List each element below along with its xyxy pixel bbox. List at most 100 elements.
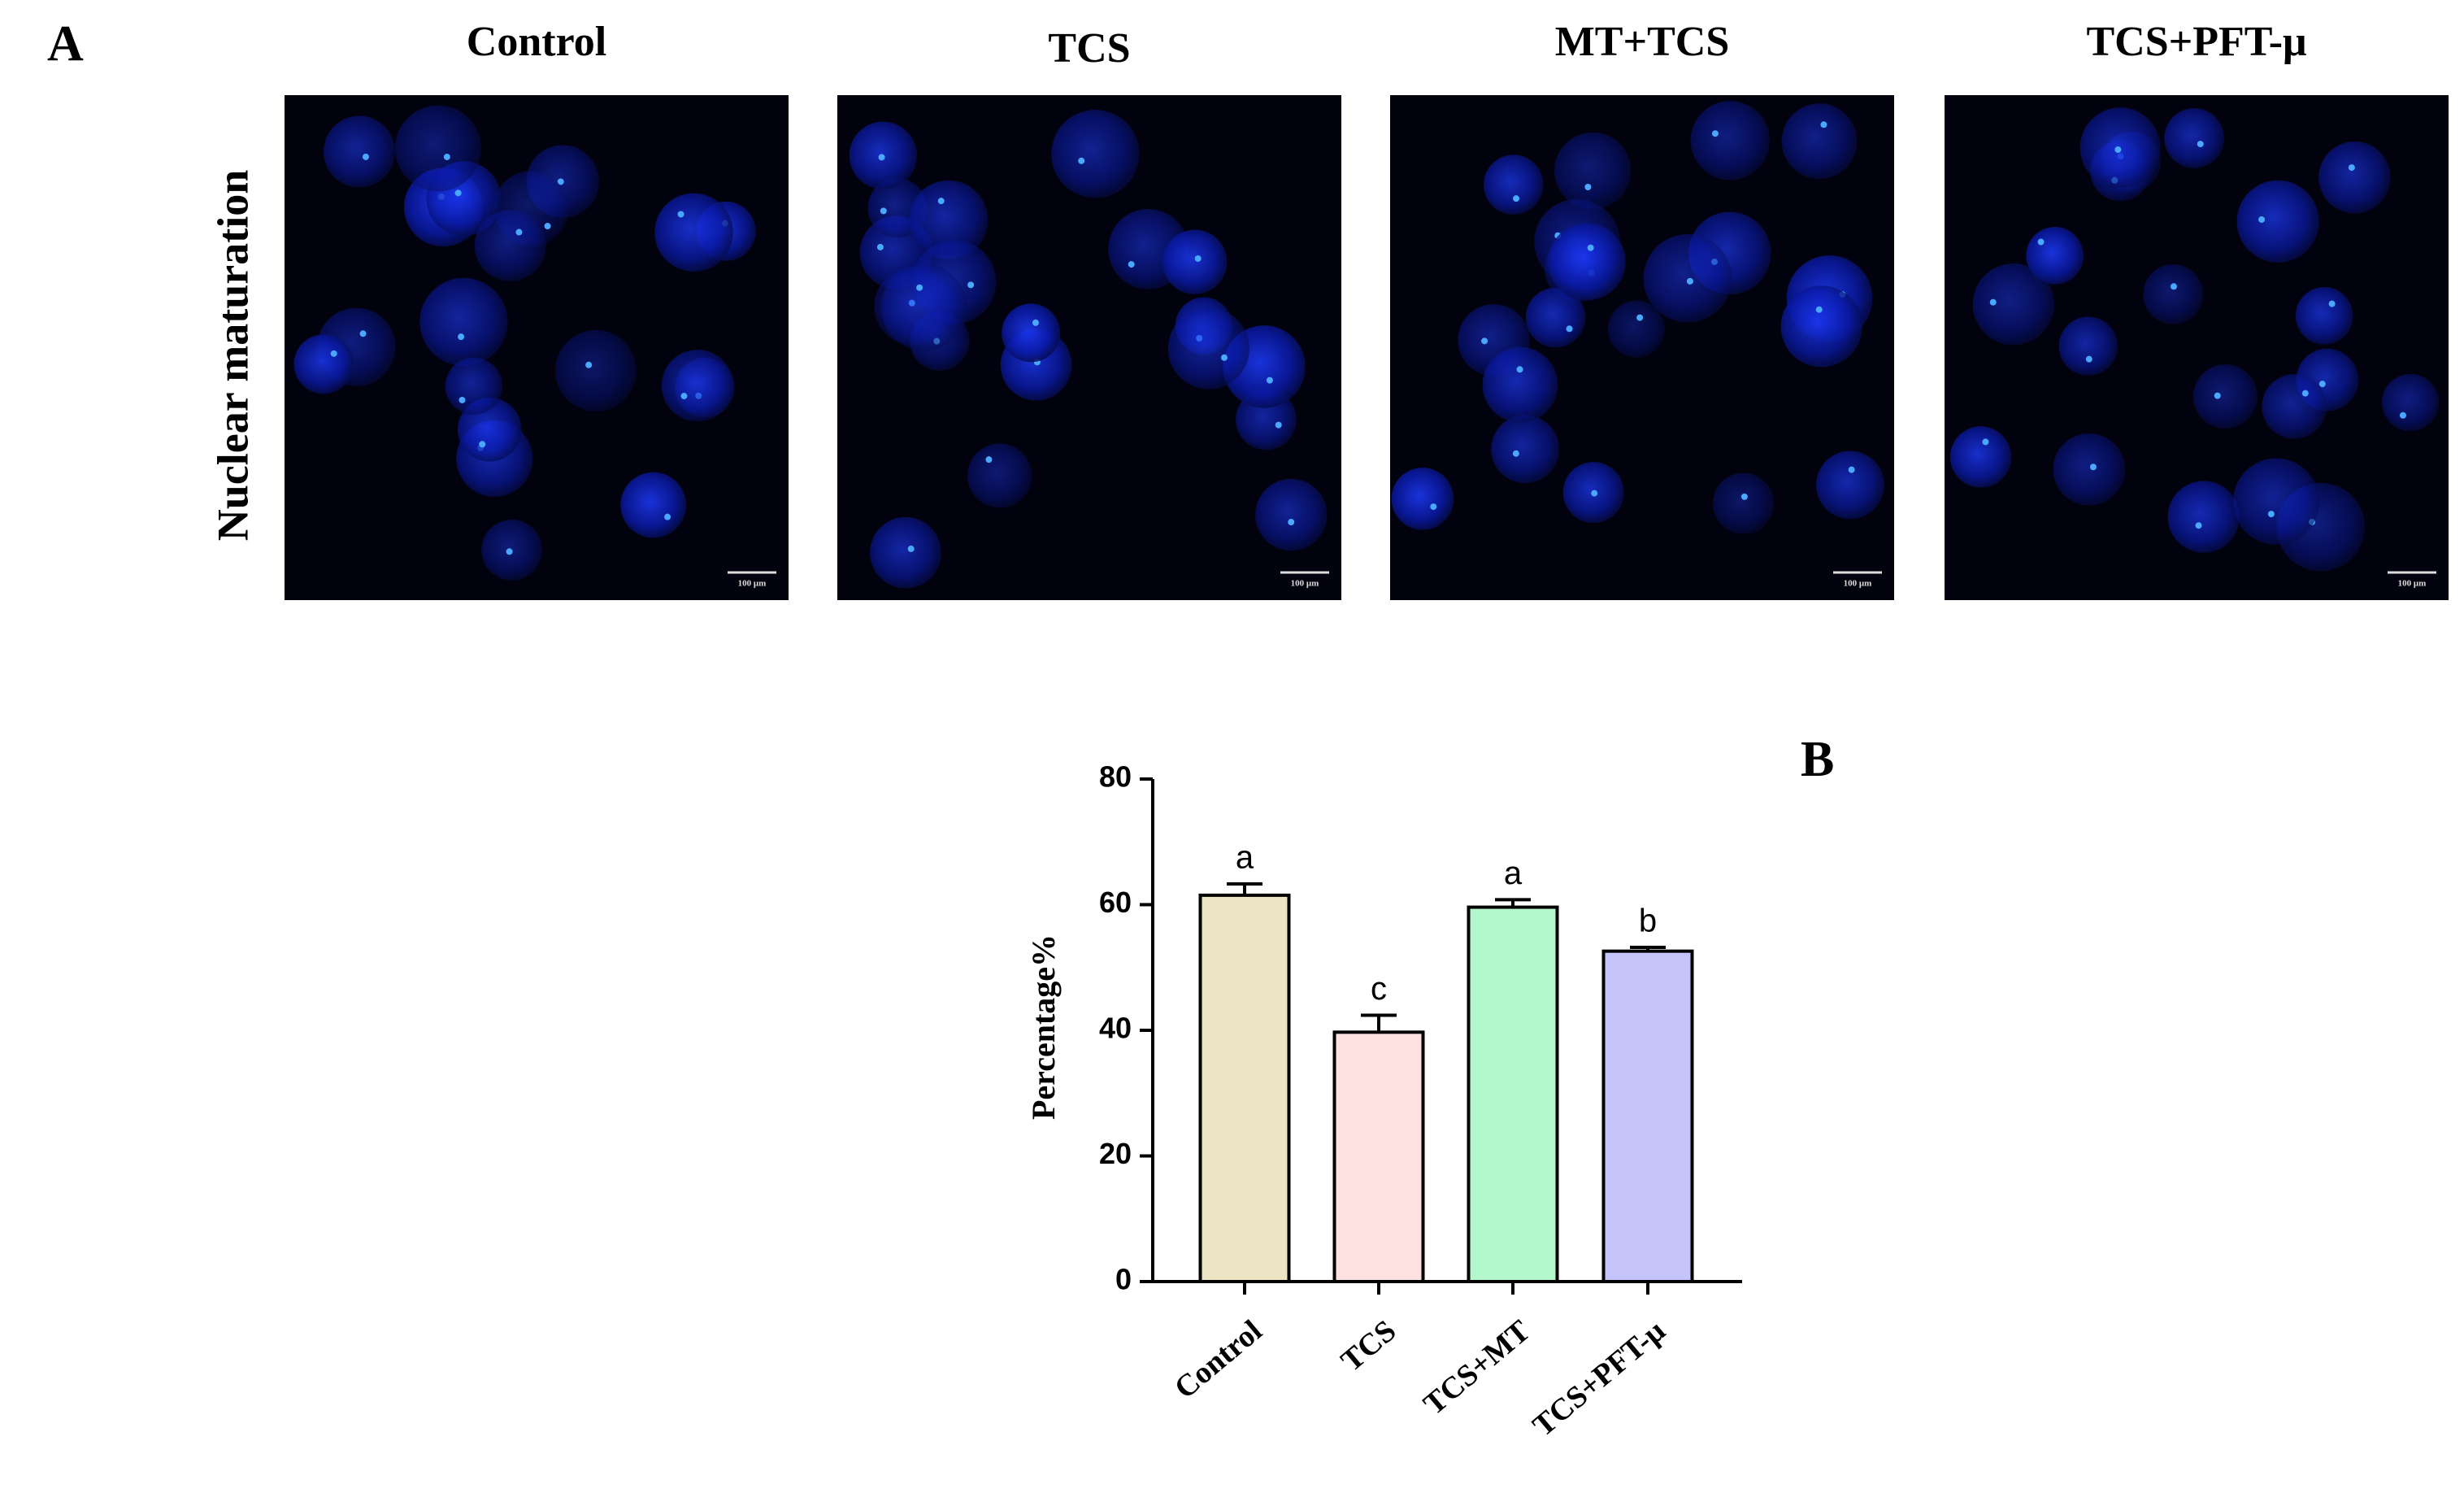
oocyte [870,516,941,589]
chromatin [2037,238,2045,246]
chromatin [878,154,885,161]
chromatin [362,153,369,160]
oocyte [967,443,1032,508]
chromatin [680,393,688,400]
oocyte [661,349,734,422]
oocyte [2232,458,2320,545]
error-bar [1361,1013,1397,1033]
oocyte [1780,285,1862,368]
chromatin [1989,298,1997,306]
chromatin [2328,300,2336,307]
oocyte [1949,426,2012,488]
chromatin [907,545,915,552]
error-bar [1495,898,1531,908]
chromatin [2085,355,2092,363]
chromatin [585,361,593,368]
chromatin [1566,325,1573,333]
oocyte [1781,103,1858,179]
oocyte [1391,468,1454,530]
chromatin [2114,146,2122,154]
chromatin [2214,392,2221,399]
chromatin [1194,255,1202,262]
chromatin [1275,421,1282,429]
oocyte [419,277,508,366]
oocyte [1643,233,1732,323]
bar [1601,949,1694,1284]
x-tick-label: TCS [1335,1313,1403,1378]
oocyte [2143,264,2204,324]
chromatin [443,153,450,160]
y-axis-label: Percentage% [1025,934,1062,1120]
oocyte [620,472,687,538]
chromatin [1288,519,1295,526]
chromatin [458,396,466,403]
chromatin [664,513,671,520]
oocyte [1607,300,1665,358]
bar [1467,905,1559,1283]
oocyte [1255,478,1328,551]
scale-bar-label: 100 μm [1844,579,1872,589]
row-label: Nuclear maturation [208,170,257,541]
oocyte [1815,451,1884,520]
y-tick-label: 0 [1115,1263,1132,1296]
chromatin [1078,157,1085,164]
chromatin [2348,164,2355,172]
oocyte [2318,141,2391,214]
scale-bar-label: 100 μm [1291,579,1319,589]
oocyte [474,209,546,281]
scale-bar-label: 100 μm [2398,579,2427,589]
chromatin [1587,244,1594,251]
chromatin [967,281,975,289]
oocyte [2164,108,2224,168]
chromatin [330,350,337,357]
chromatin [1032,319,1039,326]
oocyte [1554,132,1632,210]
significance-letter: a [1504,855,1523,891]
x-tick-label: Control [1168,1313,1268,1405]
chromatin [1266,377,1273,384]
significance-letter: b [1639,903,1657,939]
oocyte [2381,373,2440,432]
chromatin [557,178,564,185]
x-tick-label: TCS+MT [1417,1313,1536,1421]
oocyte [293,334,354,394]
chromatin [2267,511,2275,518]
chromatin [359,330,367,337]
chromatin [1815,306,1823,313]
chromatin [985,456,993,464]
y-tick-label: 80 [1099,760,1132,794]
oocyte [1484,155,1544,215]
oocyte [2236,180,2319,263]
chromatin [2170,283,2177,290]
chromatin [2195,522,2202,529]
oocyte [1525,287,1586,348]
chromatin [1481,337,1488,345]
chromatin [1740,493,1748,500]
chromatin [458,333,465,341]
chromatin [1512,450,1519,457]
oocyte [2167,481,2240,553]
chromatin [2258,215,2266,223]
significance-letter: a [1236,840,1254,876]
chromatin [2301,390,2309,397]
column-title: TCS [1048,25,1130,72]
oocyte [1482,346,1558,423]
oocyte [909,180,989,259]
chromatin [1711,130,1719,137]
column-title: MT+TCS [1555,19,1730,65]
panel-label: B [1801,732,1834,787]
chromatin [677,211,684,218]
x-tick-label: TCS+PFT-μ [1527,1313,1672,1443]
bar [1332,1030,1425,1283]
chromatin [1513,195,1520,202]
y-tick-label: 40 [1099,1012,1132,1045]
chromatin [506,548,513,555]
oocyte [2026,227,2084,285]
oocyte [2262,374,2327,439]
chromatin [1848,466,1855,473]
chromatin [454,189,462,197]
chromatin [1982,438,1989,446]
oocyte [880,264,967,351]
